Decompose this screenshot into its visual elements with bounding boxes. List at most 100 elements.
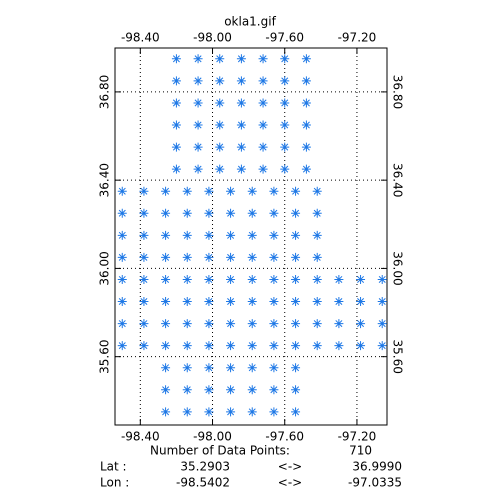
- data-point: [236, 98, 246, 108]
- data-point: [204, 407, 214, 417]
- data-point: [226, 319, 236, 329]
- data-point: [269, 297, 279, 307]
- data-point: [161, 274, 171, 284]
- data-point: [247, 274, 257, 284]
- y-tick-label: 36.00: [391, 251, 405, 285]
- data-point: [193, 142, 203, 152]
- data-point: [182, 208, 192, 218]
- y-tick-label: 36.80: [391, 75, 405, 109]
- data-point: [291, 297, 301, 307]
- data-point: [117, 341, 127, 351]
- data-point: [139, 230, 149, 240]
- data-point: [377, 297, 387, 307]
- plot-frame: [114, 47, 388, 426]
- data-point: [182, 407, 192, 417]
- data-point: [215, 142, 225, 152]
- data-point: [193, 98, 203, 108]
- data-point: [226, 385, 236, 395]
- lat-max: 36.9990: [352, 460, 402, 474]
- data-point: [117, 186, 127, 196]
- data-point: [171, 54, 181, 64]
- data-point: [204, 319, 214, 329]
- data-point: [291, 208, 301, 218]
- lon-min: -98.5402: [176, 476, 230, 490]
- data-point: [247, 407, 257, 417]
- y-tick-label: 35.60: [98, 339, 112, 373]
- data-point: [269, 363, 279, 373]
- data-point: [226, 363, 236, 373]
- data-point: [204, 341, 214, 351]
- data-point: [215, 164, 225, 174]
- data-point: [377, 319, 387, 329]
- data-point: [182, 274, 192, 284]
- data-point: [226, 208, 236, 218]
- x-tick-label: -97.20: [338, 31, 377, 45]
- x-tick-label: -97.20: [338, 430, 377, 444]
- data-point: [247, 230, 257, 240]
- data-point: [247, 363, 257, 373]
- data-point: [247, 252, 257, 262]
- data-point: [377, 274, 387, 284]
- x-tick-label: -98.00: [193, 31, 232, 45]
- data-point: [356, 274, 366, 284]
- data-point: [182, 297, 192, 307]
- data-point: [226, 230, 236, 240]
- data-point: [247, 319, 257, 329]
- data-point: [312, 274, 322, 284]
- data-point: [204, 274, 214, 284]
- data-point: [226, 297, 236, 307]
- data-point: [356, 297, 366, 307]
- data-point: [291, 252, 301, 262]
- x-tick-label: -98.40: [121, 31, 160, 45]
- y-tick-label: 36.80: [98, 75, 112, 109]
- data-point: [171, 76, 181, 86]
- data-point: [117, 252, 127, 262]
- data-point: [334, 297, 344, 307]
- data-point: [301, 164, 311, 174]
- data-point: [204, 230, 214, 240]
- lon-label: Lon :: [100, 476, 129, 490]
- data-point: [280, 98, 290, 108]
- data-point: [356, 341, 366, 351]
- data-point: [356, 319, 366, 329]
- data-point: [171, 98, 181, 108]
- data-point: [182, 319, 192, 329]
- count-value: 710: [349, 444, 372, 458]
- data-point: [269, 407, 279, 417]
- data-point: [161, 407, 171, 417]
- data-point: [139, 208, 149, 218]
- data-point: [139, 186, 149, 196]
- data-point: [236, 54, 246, 64]
- data-point: [247, 385, 257, 395]
- data-point: [139, 319, 149, 329]
- data-point: [291, 186, 301, 196]
- data-point: [139, 297, 149, 307]
- data-point: [258, 142, 268, 152]
- data-point: [334, 274, 344, 284]
- data-point: [334, 319, 344, 329]
- data-point: [280, 76, 290, 86]
- data-point: [204, 385, 214, 395]
- data-point: [280, 164, 290, 174]
- data-point: [312, 341, 322, 351]
- data-point: [236, 76, 246, 86]
- data-point: [236, 120, 246, 130]
- data-point: [117, 319, 127, 329]
- data-point: [312, 319, 322, 329]
- data-point: [236, 142, 246, 152]
- x-tick-label: -98.00: [193, 430, 232, 444]
- data-point: [161, 186, 171, 196]
- y-tick-label: 36.00: [98, 251, 112, 285]
- data-point: [312, 208, 322, 218]
- data-point: [182, 252, 192, 262]
- data-point: [280, 120, 290, 130]
- data-point: [171, 164, 181, 174]
- data-point: [258, 76, 268, 86]
- data-point: [312, 186, 322, 196]
- data-point: [117, 208, 127, 218]
- data-point: [226, 252, 236, 262]
- data-point: [161, 208, 171, 218]
- data-point: [247, 341, 257, 351]
- data-point: [269, 252, 279, 262]
- lon-separator: <->: [278, 476, 302, 490]
